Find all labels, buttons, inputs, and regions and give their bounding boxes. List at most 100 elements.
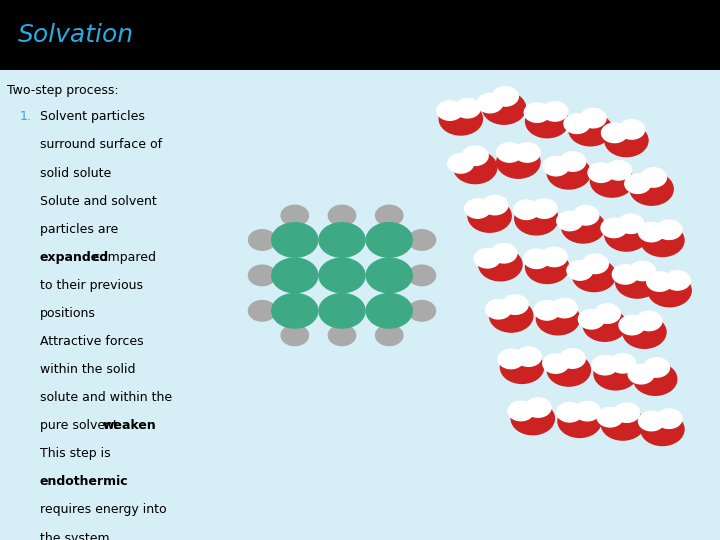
- Circle shape: [498, 349, 524, 369]
- Circle shape: [526, 105, 569, 138]
- Circle shape: [491, 244, 517, 263]
- Circle shape: [543, 157, 569, 176]
- Circle shape: [462, 146, 488, 165]
- Circle shape: [536, 302, 580, 335]
- Text: requires energy into: requires energy into: [40, 503, 166, 516]
- Circle shape: [562, 211, 605, 243]
- Circle shape: [641, 413, 684, 446]
- Circle shape: [639, 222, 665, 242]
- Circle shape: [503, 295, 528, 314]
- Circle shape: [328, 205, 356, 226]
- Circle shape: [580, 109, 606, 128]
- Text: compared: compared: [89, 251, 156, 264]
- Text: Attractive forces: Attractive forces: [40, 335, 143, 348]
- Circle shape: [448, 154, 474, 173]
- Circle shape: [597, 408, 623, 427]
- Text: Solute and solvent: Solute and solvent: [40, 194, 156, 207]
- Text: solid solute: solid solute: [40, 166, 111, 179]
- Circle shape: [408, 230, 436, 250]
- Circle shape: [618, 120, 644, 139]
- Text: particles are: particles are: [40, 222, 118, 235]
- Circle shape: [319, 294, 365, 328]
- Circle shape: [271, 222, 318, 257]
- Circle shape: [511, 402, 554, 435]
- Circle shape: [526, 251, 569, 284]
- Text: pure solvent: pure solvent: [40, 419, 122, 432]
- Circle shape: [523, 249, 549, 268]
- Circle shape: [630, 173, 673, 205]
- Circle shape: [636, 311, 662, 330]
- Circle shape: [618, 214, 644, 233]
- Circle shape: [648, 274, 691, 307]
- Circle shape: [492, 86, 518, 106]
- Text: 1.: 1.: [20, 110, 32, 123]
- Circle shape: [497, 143, 523, 162]
- Text: positions: positions: [40, 307, 96, 320]
- Circle shape: [248, 301, 276, 321]
- Circle shape: [464, 199, 490, 218]
- Circle shape: [578, 309, 604, 329]
- Circle shape: [582, 254, 608, 273]
- Circle shape: [601, 123, 627, 143]
- Circle shape: [479, 248, 522, 281]
- Text: to their previous: to their previous: [40, 279, 143, 292]
- Circle shape: [408, 301, 436, 321]
- Circle shape: [508, 401, 534, 421]
- Circle shape: [573, 206, 599, 225]
- Circle shape: [516, 347, 541, 366]
- Circle shape: [656, 220, 682, 239]
- Circle shape: [366, 258, 413, 293]
- Text: the system: the system: [40, 531, 109, 540]
- Circle shape: [485, 300, 511, 319]
- Circle shape: [594, 357, 637, 390]
- Circle shape: [656, 409, 682, 428]
- Circle shape: [564, 114, 590, 133]
- Circle shape: [557, 211, 582, 231]
- Circle shape: [541, 247, 567, 267]
- Circle shape: [531, 199, 557, 218]
- Circle shape: [560, 152, 586, 171]
- Circle shape: [623, 316, 666, 348]
- Circle shape: [376, 325, 403, 346]
- Circle shape: [490, 300, 533, 332]
- Circle shape: [595, 304, 621, 323]
- Circle shape: [437, 101, 463, 120]
- Circle shape: [592, 355, 618, 375]
- Circle shape: [514, 143, 540, 162]
- Circle shape: [366, 222, 413, 257]
- Circle shape: [641, 224, 684, 256]
- Text: Two-step process:: Two-step process:: [7, 84, 119, 97]
- Circle shape: [524, 103, 550, 122]
- Circle shape: [625, 174, 651, 193]
- Text: Solvent particles: Solvent particles: [40, 110, 145, 123]
- Circle shape: [468, 200, 511, 232]
- Circle shape: [248, 265, 276, 286]
- Circle shape: [281, 325, 308, 346]
- Circle shape: [644, 357, 670, 377]
- Circle shape: [612, 265, 638, 284]
- Circle shape: [641, 168, 667, 187]
- Circle shape: [515, 202, 558, 235]
- Circle shape: [569, 113, 612, 146]
- Text: weaken: weaken: [102, 419, 156, 432]
- Circle shape: [557, 402, 582, 422]
- Circle shape: [590, 165, 634, 197]
- Circle shape: [647, 272, 672, 291]
- Circle shape: [605, 219, 648, 251]
- Circle shape: [319, 222, 365, 257]
- Circle shape: [319, 258, 365, 293]
- Circle shape: [552, 298, 577, 318]
- Circle shape: [605, 124, 648, 157]
- Text: This step is: This step is: [40, 447, 110, 460]
- Circle shape: [558, 405, 601, 437]
- Circle shape: [542, 102, 568, 121]
- Circle shape: [454, 98, 480, 118]
- Circle shape: [665, 271, 690, 290]
- Circle shape: [439, 103, 482, 135]
- Circle shape: [281, 205, 308, 226]
- Circle shape: [248, 230, 276, 250]
- Circle shape: [454, 151, 497, 184]
- Circle shape: [606, 160, 631, 180]
- Circle shape: [271, 294, 318, 328]
- Circle shape: [547, 354, 590, 386]
